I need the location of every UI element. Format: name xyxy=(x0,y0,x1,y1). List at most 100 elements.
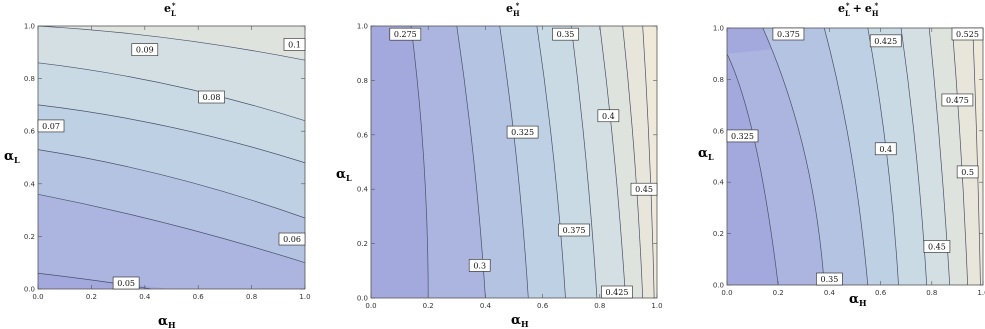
contour-label-box xyxy=(923,240,951,253)
contour-label-box xyxy=(601,285,633,299)
contour-label-box xyxy=(956,165,979,179)
x-tick-label: 0.4 xyxy=(480,302,492,310)
y-tick-label: 0.2 xyxy=(357,240,368,248)
x-tick-label: 0.2 xyxy=(86,293,97,301)
y-tick-label: 0.2 xyxy=(713,230,724,238)
y-tick-label: 1.0 xyxy=(24,23,35,31)
plot-frame xyxy=(726,27,984,286)
contour-label-box xyxy=(552,27,579,41)
contour-label-box xyxy=(726,129,759,143)
contour-line xyxy=(38,26,305,61)
contour-label-box xyxy=(278,232,306,246)
contour-label-box xyxy=(37,119,65,133)
x-tick-label: 0.0 xyxy=(721,289,732,297)
plot-frame xyxy=(370,25,658,299)
contour-label-box xyxy=(772,27,805,41)
y-tick-label: 1.0 xyxy=(357,23,368,31)
contour-label-box xyxy=(131,43,159,56)
contour-line xyxy=(823,28,869,285)
contour-label-box xyxy=(283,38,306,51)
chart-panel-eL: eL* 0.0 0.2 0.4 0.6 0.8 1.0 0.0 0.2 0.4 0.6 0.8 1.0… xyxy=(4,1,311,329)
x-tick-label: 0.4 xyxy=(824,289,836,297)
contour-label-box xyxy=(630,182,658,196)
contour-line xyxy=(972,28,981,285)
panel-title: eH* xyxy=(506,1,520,18)
x-tick-label: 0.6 xyxy=(537,302,549,310)
contour-label: 0.1 xyxy=(288,40,301,49)
y-tick-label: 0.0 xyxy=(713,282,724,290)
x-tick-label: 0.8 xyxy=(246,293,257,301)
y-tick-label: 0.6 xyxy=(713,127,725,135)
chart-panel-sum: eL*+eH* 0.0 0.2 0.4 0.6 0.8 1.0 0.0 0.2 0.4 0.6 0.… xyxy=(698,1,985,308)
contour-line xyxy=(38,62,305,122)
x-axis-label: αH xyxy=(849,292,867,308)
contour-label-box xyxy=(506,125,539,139)
y-tick-label: 0.8 xyxy=(713,76,724,84)
contour-label: 0.425 xyxy=(606,288,629,297)
contour-line xyxy=(536,26,566,298)
y-tick-label: 0.4 xyxy=(713,179,725,187)
contour-label-box xyxy=(941,93,974,107)
contour-label: 0.425 xyxy=(874,37,897,46)
x-tick-label: 0.2 xyxy=(773,289,784,297)
contour-line xyxy=(867,28,899,285)
x-tick-label: 0.0 xyxy=(365,302,376,310)
contour-label: 0.375 xyxy=(777,30,800,39)
contour-label-box xyxy=(468,259,491,272)
contour-line xyxy=(599,26,626,298)
contour-label-box xyxy=(597,109,620,123)
panel-title: eL* xyxy=(164,1,176,18)
y-tick-label: 0.6 xyxy=(24,128,36,136)
y-tick-label: 0.2 xyxy=(24,233,35,241)
contour-label: 0.4 xyxy=(879,145,892,154)
contour-label: 0.5 xyxy=(961,168,974,177)
x-tick-label: 1.0 xyxy=(977,289,985,297)
contour-line xyxy=(38,104,305,164)
y-tick-label: 1.0 xyxy=(713,25,724,33)
contour-label-box xyxy=(869,34,902,48)
contour-label: 0.08 xyxy=(203,93,221,102)
contour-line xyxy=(410,26,429,298)
x-tick-label: 0.8 xyxy=(926,289,937,297)
contour-band xyxy=(38,26,305,121)
contour-label: 0.325 xyxy=(731,132,754,141)
contour-label-box xyxy=(816,272,843,286)
contour-line xyxy=(499,26,529,298)
y-tick-label: 0.8 xyxy=(24,75,35,83)
x-tick-label: 0.2 xyxy=(423,302,434,310)
contour-label: 0.375 xyxy=(563,226,586,235)
contour-line xyxy=(642,26,655,298)
contour-line xyxy=(38,193,305,264)
contour-label: 0.45 xyxy=(635,185,653,194)
contour-line xyxy=(38,149,305,219)
y-axis-label: αL xyxy=(4,149,20,165)
x-tick-label: 1.0 xyxy=(299,293,310,301)
y-axis-label: αL xyxy=(336,167,352,183)
contour-label: 0.09 xyxy=(136,46,154,55)
contour-label-box xyxy=(874,142,897,156)
contour-label: 0.475 xyxy=(946,96,969,105)
x-tick-label: 0.6 xyxy=(875,289,887,297)
y-tick-label: 0.8 xyxy=(357,77,368,85)
contour-label-box xyxy=(951,27,984,41)
contour-label: 0.525 xyxy=(956,30,979,39)
contour-label: 0.35 xyxy=(820,275,838,284)
contour-label: 0.3 xyxy=(473,261,486,270)
contour-band xyxy=(38,26,305,61)
contour-line xyxy=(570,26,598,298)
contour-line xyxy=(951,28,968,285)
contour-label: 0.275 xyxy=(394,30,417,39)
y-axis-label: αL xyxy=(698,146,714,162)
contour-label-box xyxy=(558,223,590,237)
x-tick-label: 0.0 xyxy=(32,293,43,301)
y-tick-label: 0.6 xyxy=(357,131,369,139)
contour-label: 0.35 xyxy=(557,30,575,39)
contour-line xyxy=(38,272,154,289)
y-tick-label: 0.4 xyxy=(357,186,369,194)
contour-label: 0.05 xyxy=(117,279,135,288)
panel-title: eL* + eH* xyxy=(838,1,879,18)
contour-line xyxy=(762,28,825,285)
chart-panel-eH: eH* 0.0 0.2 0.4 0.6 0.8 1.0 0.0 0.2 0.4 0.6 0.8 1.0… xyxy=(336,1,663,329)
x-tick-label: 1.0 xyxy=(651,302,662,310)
contour-label-box xyxy=(112,276,140,290)
